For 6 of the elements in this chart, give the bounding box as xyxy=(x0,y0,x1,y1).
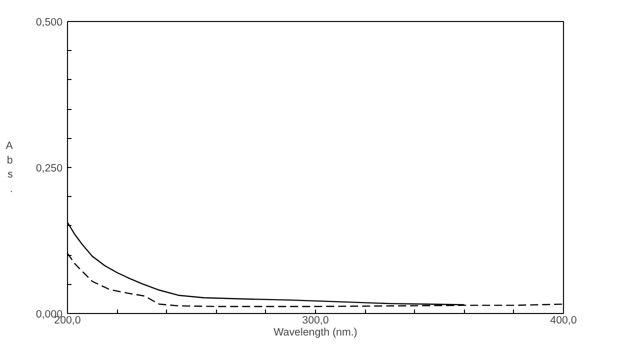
x-tick-label: 400,0 xyxy=(550,314,577,326)
x-tick-label: 300,0 xyxy=(302,314,329,326)
y-axis-title: Abs. xyxy=(6,140,14,196)
x-axis-title: Wavelength (nm.) xyxy=(274,326,358,338)
y-tick-label: 0,500 xyxy=(36,16,63,28)
y-tick-label: 0,250 xyxy=(36,162,63,174)
